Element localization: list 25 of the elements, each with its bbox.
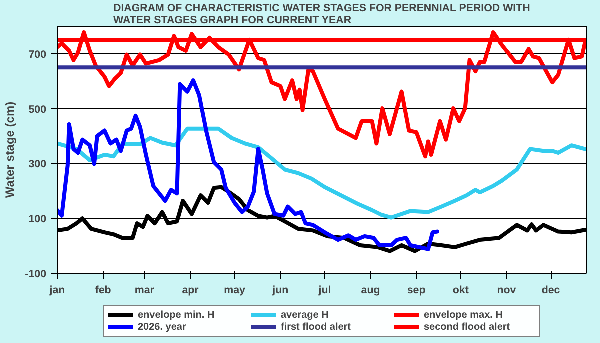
legend-label: first flood alert (281, 321, 352, 333)
x-tick-label: aug (361, 284, 380, 296)
x-tick-label: nov (497, 284, 516, 296)
x-tick-label: jul (318, 284, 332, 296)
x-tick-label: dec (542, 284, 560, 296)
y-tick-label: 300 (28, 158, 47, 171)
legend-label: 2026. year (138, 321, 188, 333)
x-tick-label: mar (134, 284, 154, 296)
x-tick-label: jan (48, 284, 66, 296)
legend-label: envelope max. H (424, 309, 504, 321)
x-tick-label: sep (407, 284, 426, 296)
x-tick-label: may (224, 284, 246, 296)
y-tick-label: 100 (28, 214, 47, 226)
y-tick-label: -100 (25, 268, 47, 280)
x-tick-label: apr (182, 284, 199, 296)
y-tick-label: 500 (28, 104, 47, 116)
x-tick-label: jun (272, 284, 289, 296)
legend-label: envelope min. H (138, 309, 216, 321)
legend-label: average H (281, 309, 330, 321)
y-tick-label: 700 (28, 48, 47, 61)
chart-title: DIAGRAM OF CHARACTERISTIC WATER STAGES FOR PERENNIAL PERIOD WITH WATER STAGES GRAPH FOR CURRENT YEAR (114, 2, 530, 26)
legend-label: second flood alert (424, 321, 512, 333)
x-tick-label: feb (95, 284, 112, 296)
x-tick-label: okt (452, 284, 470, 296)
y-axis-title: Water stage (cm) (3, 102, 18, 198)
